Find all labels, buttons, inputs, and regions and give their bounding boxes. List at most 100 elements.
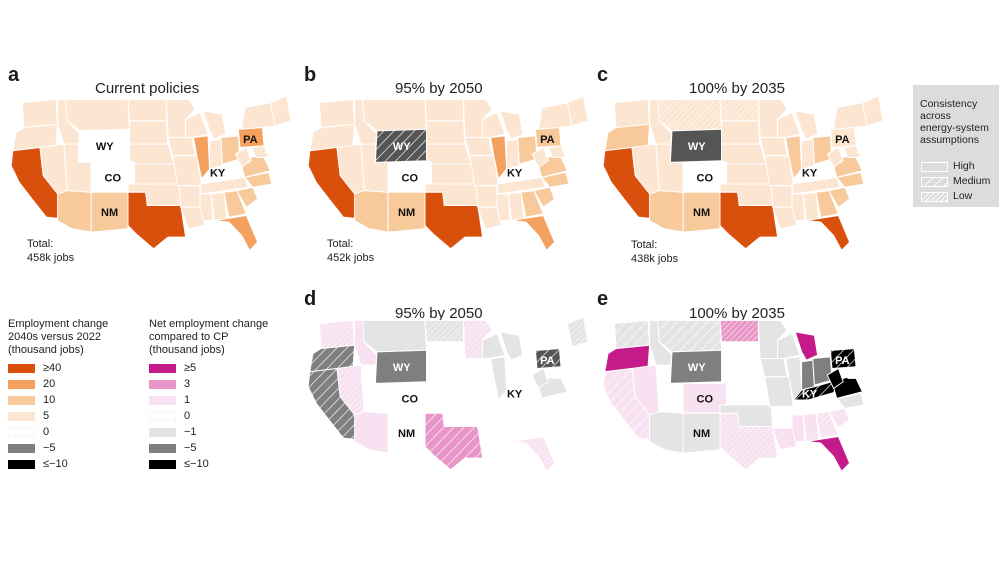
state-label-pa: PA <box>540 134 555 146</box>
legend-net-label: 0 <box>184 410 191 422</box>
state-fl <box>511 214 556 252</box>
state-ne <box>861 95 884 127</box>
state-ar <box>770 406 793 429</box>
state-label-nm: NM <box>693 428 710 440</box>
map-panel-c: WY CO NM KY PA <box>602 95 884 252</box>
state-sd <box>721 120 761 145</box>
state-hatch-nv <box>337 365 365 415</box>
state-nm <box>387 191 426 233</box>
state-md <box>547 145 567 158</box>
legend-employment-label: ≥40 <box>43 362 62 374</box>
state-oh <box>517 356 538 386</box>
state-md <box>842 145 862 158</box>
consistency-high-label: High <box>953 160 975 172</box>
state-wi <box>185 111 209 138</box>
state-ne <box>269 95 292 127</box>
map-panel-b: WY CO NM KY PA <box>307 95 589 252</box>
state-mi <box>499 110 524 140</box>
state-label-pa: PA <box>540 355 555 367</box>
legend-net-label: 3 <box>184 378 191 390</box>
panel-title-e: 100% by 2035 <box>689 305 785 322</box>
panel-title-a: Current policies <box>95 80 200 97</box>
state-ks <box>430 163 476 185</box>
state-la <box>180 206 206 230</box>
state-wa <box>21 98 59 129</box>
state-wa <box>613 98 651 129</box>
state-hatch-sc <box>533 408 555 429</box>
state-hatch-ks <box>726 385 770 405</box>
state-nc <box>540 392 570 409</box>
state-tx <box>424 191 484 250</box>
state-md <box>250 145 270 158</box>
state-la <box>477 427 503 451</box>
panel-label-c: c <box>597 64 609 86</box>
state-oh <box>517 135 538 165</box>
total-c: Total: 438k jobs <box>631 238 678 266</box>
state-ny <box>538 323 573 351</box>
legend-employment-title-line1: Employment change <box>8 318 109 330</box>
state-hatch-mn <box>463 320 493 359</box>
state-ny <box>241 102 276 130</box>
legend-employment-label: 0 <box>43 426 50 438</box>
state-in <box>209 138 223 170</box>
legend-employment-swatch <box>8 396 35 405</box>
state-ia <box>464 137 493 157</box>
state-ms <box>496 414 511 442</box>
state-hatch-ga <box>816 411 839 439</box>
state-ks <box>133 163 179 185</box>
state-ms <box>791 193 806 221</box>
legend-employment-label: −5 <box>43 442 56 454</box>
legend-net-swatch <box>149 380 176 389</box>
state-in <box>506 359 520 391</box>
state-sd <box>129 120 169 145</box>
state-label-ky: KY <box>210 167 226 179</box>
total-a: Total: 458k jobs <box>27 237 74 265</box>
state-sc <box>828 186 851 208</box>
state-hatch-tx <box>425 413 483 470</box>
state-hatch-ca <box>308 368 365 440</box>
legend-net-swatch <box>149 364 176 373</box>
state-la <box>772 427 798 451</box>
panel-title-c: 100% by 2035 <box>689 80 785 97</box>
state-mi <box>499 331 524 361</box>
state-ny <box>833 323 868 351</box>
state-wi <box>482 111 506 138</box>
state-label-co: CO <box>697 393 714 405</box>
state-sd <box>721 341 761 366</box>
state-az <box>649 411 684 454</box>
panel-label-e: e <box>597 288 609 310</box>
state-mi <box>794 331 819 361</box>
state-hatch-fl <box>511 436 555 472</box>
consistency-high-swatch <box>921 162 948 172</box>
state-hatch-or <box>309 345 355 372</box>
legend-net-title-line1: Net employment change <box>149 318 269 330</box>
legend-employment-title-line2: 2040s versus 2022 <box>8 331 101 343</box>
total-label-c: Total: <box>631 239 658 251</box>
state-hatch-wy <box>375 129 427 163</box>
state-label-nm: NM <box>101 207 118 219</box>
state-label-co: CO <box>402 172 419 184</box>
state-nd <box>127 98 167 122</box>
state-mt <box>362 98 428 132</box>
state-wv <box>826 367 844 390</box>
state-label-co: CO <box>105 172 122 184</box>
state-wv <box>531 367 549 390</box>
state-ny <box>833 102 868 130</box>
state-wi <box>777 332 801 359</box>
state-tn <box>496 176 546 195</box>
state-hatch-ca <box>603 368 660 440</box>
total-value-b: 452k jobs <box>327 252 375 264</box>
legend-employment-swatch <box>8 444 35 453</box>
legend-employment-swatch <box>8 428 35 437</box>
state-hatch-ky <box>793 381 837 400</box>
state-mi <box>202 110 227 140</box>
legend-employment-swatch <box>8 460 35 469</box>
state-hatch-wa <box>614 320 650 349</box>
state-mt <box>65 98 131 132</box>
state-la <box>772 206 798 230</box>
state-ga <box>815 190 840 218</box>
legend-net-label: 1 <box>184 394 191 406</box>
state-nm <box>682 191 721 233</box>
legend-employment-label: 20 <box>43 378 56 390</box>
state-label-wy: WY <box>96 141 114 153</box>
